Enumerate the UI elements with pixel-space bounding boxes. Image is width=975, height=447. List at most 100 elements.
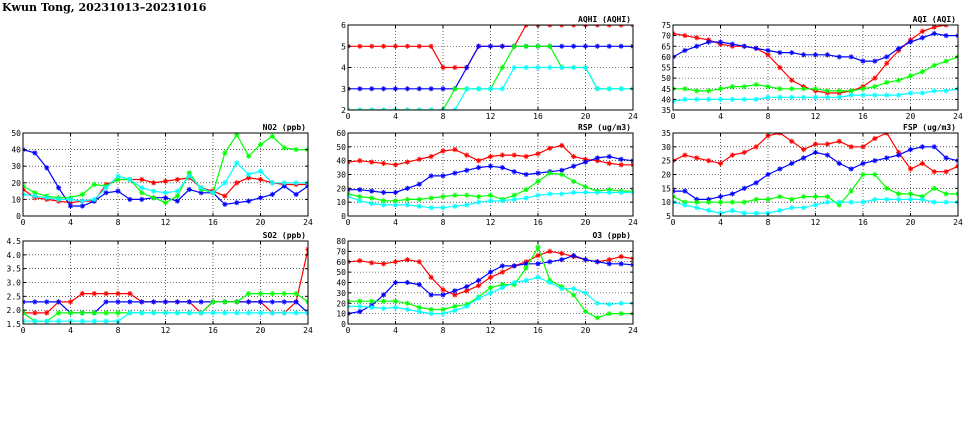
data-point <box>594 86 600 92</box>
y-tick-label: 2.5 <box>7 292 22 301</box>
chart-title: FSP (ug/m3) <box>903 123 956 132</box>
data-point <box>571 178 577 185</box>
data-point <box>547 64 553 71</box>
y-tick-label: 75 <box>661 21 671 30</box>
data-point <box>919 144 925 150</box>
data-point <box>682 33 688 39</box>
data-point <box>606 43 612 49</box>
x-tick-label: 4 <box>68 326 73 335</box>
series-line <box>673 173 958 206</box>
data-point <box>729 41 735 47</box>
data-point <box>139 310 145 316</box>
data-point <box>269 299 275 305</box>
data-point <box>103 318 109 324</box>
data-point <box>836 54 842 60</box>
data-point <box>115 299 121 305</box>
data-point <box>115 188 121 194</box>
data-point <box>824 141 830 147</box>
data-point <box>381 202 387 208</box>
data-point <box>717 160 724 167</box>
data-point <box>281 145 287 151</box>
data-point <box>535 252 541 259</box>
data-point <box>582 189 589 196</box>
data-point <box>499 263 505 269</box>
y-tick-label: 80 <box>336 237 346 246</box>
data-point <box>824 88 830 94</box>
data-point <box>428 173 434 179</box>
data-point <box>23 183 26 189</box>
data-point <box>23 299 26 305</box>
series-aqhi-3 <box>348 64 633 110</box>
x-tick-label: 4 <box>718 112 723 121</box>
y-tick-label: 30 <box>11 162 21 171</box>
data-point <box>103 299 109 305</box>
data-point <box>741 199 747 205</box>
data-point <box>476 86 482 92</box>
series-rsp-3 <box>348 189 633 211</box>
y-tick-label: 55 <box>661 64 671 73</box>
data-point <box>452 292 458 298</box>
data-point <box>535 178 541 185</box>
data-point <box>198 185 204 191</box>
data-point <box>404 202 410 208</box>
data-point <box>535 261 541 267</box>
data-point <box>127 310 133 316</box>
data-point <box>369 43 375 49</box>
x-tick-label: 16 <box>858 218 868 227</box>
x-tick-label: 8 <box>441 112 446 121</box>
data-point <box>765 52 771 58</box>
data-point <box>582 184 589 190</box>
data-point <box>682 86 688 92</box>
data-point <box>428 153 434 160</box>
data-point <box>789 86 795 92</box>
data-point <box>174 176 180 183</box>
data-point <box>369 107 375 110</box>
data-point <box>404 196 410 202</box>
x-tick-label: 20 <box>581 326 591 335</box>
data-point <box>381 189 387 196</box>
data-point <box>428 205 434 211</box>
data-point <box>476 199 482 205</box>
data-point <box>257 168 264 174</box>
data-point <box>357 308 363 315</box>
data-point <box>222 150 228 156</box>
data-point <box>487 163 494 169</box>
chart-title: AQI (AQI) <box>913 15 956 24</box>
data-point <box>741 84 747 90</box>
data-point <box>943 88 949 94</box>
data-point <box>162 310 169 316</box>
data-point <box>234 200 240 206</box>
data-point <box>464 167 470 173</box>
y-tick-label: 40 <box>336 157 346 166</box>
data-point <box>293 180 299 186</box>
data-point <box>919 196 925 202</box>
x-tick-label: 12 <box>161 326 171 335</box>
data-point <box>404 107 410 110</box>
data-point <box>499 86 505 92</box>
y-tick-label: 4.0 <box>7 251 22 260</box>
data-point <box>582 290 589 296</box>
data-point <box>452 107 458 110</box>
series-fsp-2 <box>673 171 958 208</box>
data-point <box>174 193 180 199</box>
data-point <box>673 194 676 200</box>
data-point <box>618 261 624 267</box>
data-point <box>67 196 74 202</box>
data-point <box>174 299 180 305</box>
data-point <box>559 191 565 197</box>
data-point <box>281 180 287 186</box>
data-point <box>729 207 735 214</box>
data-point <box>523 171 529 178</box>
data-point <box>511 192 517 198</box>
data-point <box>777 86 783 92</box>
data-point <box>559 286 565 292</box>
data-point <box>547 191 553 197</box>
data-point <box>174 188 180 194</box>
data-point <box>348 298 351 304</box>
data-point <box>44 195 50 201</box>
data-point <box>392 43 399 49</box>
data-point <box>499 269 505 275</box>
data-point <box>293 191 299 198</box>
data-point <box>56 196 62 202</box>
